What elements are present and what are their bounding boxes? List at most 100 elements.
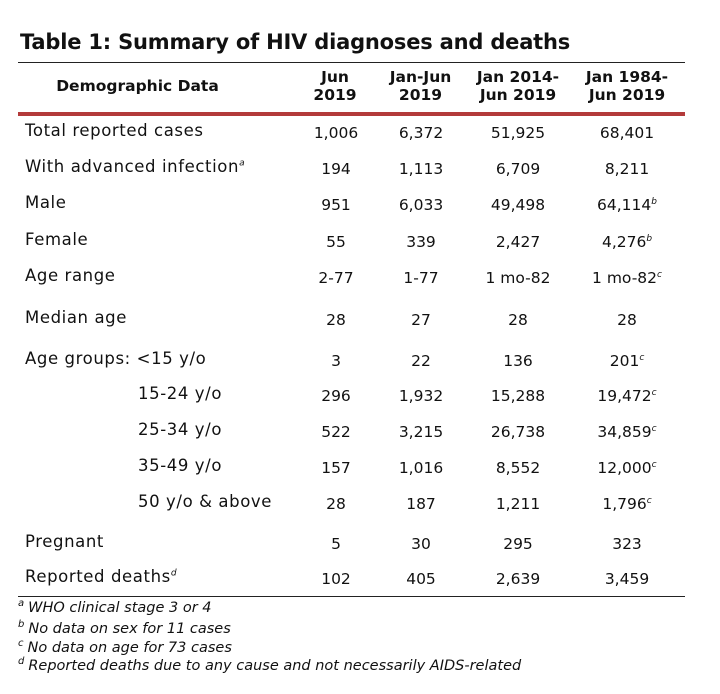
row-label-text: Age range	[25, 266, 116, 285]
footnote-marker: a	[239, 158, 246, 169]
row-label: 25-34 y/o	[138, 420, 222, 439]
row-label: Total reported cases	[25, 121, 204, 140]
cell-text: 187	[406, 495, 436, 513]
header-rule-red	[18, 112, 685, 116]
footnote-marker: b	[646, 233, 653, 244]
cell-value: 3	[305, 352, 367, 370]
cell-value: 296	[305, 387, 367, 405]
cell-text: 4,276	[601, 233, 647, 251]
cell-value: 194	[305, 160, 367, 178]
cell-text: 34,859	[597, 423, 652, 441]
cell-text: 19,472	[597, 387, 652, 405]
cell-value: 323	[575, 535, 679, 553]
cell-value: 4,276b	[575, 233, 679, 251]
row-label: 50 y/o & above	[138, 492, 272, 511]
row-label-text: 50 y/o & above	[138, 492, 273, 511]
cell-text: 2,639	[495, 570, 541, 588]
cell-value: 1,113	[380, 160, 462, 178]
table-row: Male 951 6,033 49,498 64,114b	[0, 193, 720, 217]
cell-value: 8,211	[575, 160, 679, 178]
footnote-text: Reported deaths due to any cause and not…	[28, 658, 522, 674]
row-label: 15-24 y/o	[138, 384, 222, 403]
cell-text: 522	[321, 423, 351, 441]
cell-value: 3,459	[575, 570, 679, 588]
row-label-text: 15-24 y/o	[138, 384, 223, 403]
header-line: Jan 1984-	[585, 68, 669, 86]
cell-text: 1 mo-82	[592, 269, 658, 287]
header-2014-2019: Jan 2014- Jun 2019	[472, 68, 564, 104]
cell-text: 296	[321, 387, 351, 405]
table-row: Reported deathsd 102 405 2,639 3,459	[0, 567, 720, 591]
row-label: Female	[25, 230, 88, 249]
cell-text: 102	[321, 570, 351, 588]
cell-value: 6,033	[380, 196, 462, 214]
cell-text: 295	[503, 535, 533, 553]
row-label-text: Median age	[25, 308, 127, 327]
footnote-marker: d	[170, 568, 178, 579]
row-label: Age range	[25, 266, 116, 285]
row-label-text: Pregnant	[25, 532, 105, 551]
cell-text: 28	[508, 311, 528, 329]
footnote-marker: c	[651, 423, 657, 434]
cell-value: 5	[305, 535, 367, 553]
cell-value: 28	[305, 495, 367, 513]
footnote: c No data on age for 73 cases	[18, 639, 232, 656]
footnote-marker: c	[639, 352, 645, 363]
row-label: Pregnant	[25, 532, 104, 551]
cell-text: 68,401	[599, 124, 655, 142]
row-label-text: Male	[25, 193, 67, 212]
footnote-text: No data on age for 73 cases	[27, 640, 232, 656]
cell-value: 1,932	[380, 387, 462, 405]
row-label-text: Reported deaths	[25, 567, 171, 586]
cell-value: 187	[380, 495, 462, 513]
cell-value: 49,498	[472, 196, 564, 214]
footnote-marker: b	[651, 196, 657, 207]
cell-text: 1-77	[403, 269, 439, 287]
cell-text: 22	[411, 352, 431, 370]
cell-value: 68,401	[575, 124, 679, 142]
cell-text: 194	[321, 160, 351, 178]
cell-text: 201	[609, 352, 640, 370]
cell-text: 2-77	[318, 269, 354, 287]
row-label: Median age	[25, 308, 127, 327]
footnote: b No data on sex for 11 cases	[18, 620, 231, 637]
table-row: Total reported cases 1,006 6,372 51,925 68,4…	[0, 121, 720, 145]
footnote: a WHO clinical stage 3 or 4	[18, 599, 212, 616]
cell-value: 951	[305, 196, 367, 214]
cell-text: 6,709	[495, 160, 541, 178]
cell-value: 26,738	[472, 423, 564, 441]
cell-text: 26,738	[490, 423, 546, 441]
cell-text: 3,215	[398, 423, 444, 441]
cell-value: 1,211	[472, 495, 564, 513]
header-jan-jun-2019: Jan-Jun 2019	[378, 68, 463, 104]
cell-text: 1,932	[398, 387, 444, 405]
table-title: Table 1: Summary of HIV diagnoses and de…	[20, 30, 571, 54]
cell-text: 64,114	[597, 196, 652, 214]
cell-text: 1 mo-82	[485, 269, 551, 287]
cell-text: 28	[326, 495, 346, 513]
cell-text: 8,552	[495, 459, 541, 477]
cell-value: 1,796c	[575, 495, 679, 513]
top-rule	[18, 62, 685, 63]
cell-text: 323	[612, 535, 642, 553]
header-1984-2019: Jan 1984- Jun 2019	[575, 68, 679, 104]
cell-text: 28	[617, 311, 637, 329]
footnote-text: WHO clinical stage 3 or 4	[28, 600, 212, 616]
cell-value: 15,288	[472, 387, 564, 405]
cell-text: 28	[326, 311, 346, 329]
table-row: 25-34 y/o 522 3,215 26,738 34,859c	[0, 420, 720, 444]
cell-text: 8,211	[604, 160, 650, 178]
cell-value: 30	[380, 535, 462, 553]
footnote-marker: c	[657, 269, 662, 280]
row-label: Male	[25, 193, 66, 212]
footnote-text: No data on sex for 11 cases	[28, 621, 231, 637]
cell-text: 951	[321, 196, 351, 214]
header-demographic: Demographic Data	[56, 77, 219, 95]
cell-value: 1 mo-82c	[575, 269, 679, 287]
cell-value: 34,859c	[575, 423, 679, 441]
cell-value: 6,709	[472, 160, 564, 178]
cell-text: 6,372	[398, 124, 444, 142]
header-line: Jan-Jun	[389, 68, 452, 86]
table-row: Median age 28 27 28 28	[0, 308, 720, 332]
row-label: 35-49 y/o	[138, 456, 222, 475]
